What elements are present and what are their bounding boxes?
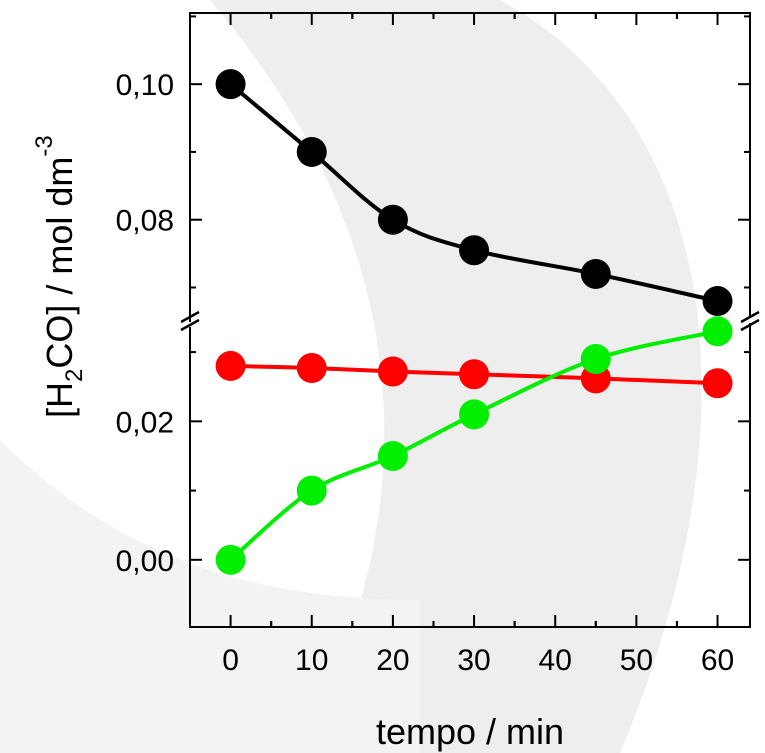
data-point [377, 204, 408, 235]
y-axis-title: [H2CO] / mol dm-3 [31, 135, 88, 418]
data-point [296, 136, 327, 167]
data-point [215, 69, 246, 100]
y-tick-label: 0,08 [116, 205, 174, 238]
data-point [296, 475, 327, 506]
data-point [296, 353, 327, 384]
y-tick-label: 0,10 [116, 69, 174, 102]
y-tick-label: 0,00 [116, 545, 174, 578]
data-point [215, 350, 246, 381]
y-axis-title-subscript: 2 [61, 369, 88, 382]
x-tick-label: 10 [295, 644, 328, 677]
axis-break-left [180, 310, 200, 332]
watermark-shape [0, 0, 702, 753]
y-tick-label: 0,02 [116, 406, 174, 439]
x-tick-label: 20 [376, 644, 409, 677]
axis-frame-upper [189, 12, 751, 322]
x-tick-label: 40 [539, 644, 572, 677]
axis-break-right [740, 310, 760, 332]
y-axis-title-part: [H [39, 382, 80, 418]
data-point [215, 544, 246, 575]
data-point [377, 356, 408, 387]
data-point [377, 440, 408, 471]
x-tick-label: 60 [701, 644, 734, 677]
data-point [580, 344, 611, 375]
axis-frame-lower [189, 323, 751, 628]
x-tick-label: 0 [222, 644, 239, 677]
data-point [702, 316, 733, 347]
x-tick-label: 50 [620, 644, 653, 677]
y-axis-title-superscript: -3 [31, 135, 58, 156]
data-point [580, 258, 611, 289]
data-point [702, 368, 733, 399]
data-point [459, 359, 490, 390]
x-axis-title: tempo / min [376, 711, 564, 752]
data-point [702, 286, 733, 317]
data-point [459, 235, 490, 266]
x-tick-label: 30 [457, 644, 490, 677]
y-axis-title-part: CO] / mol dm [39, 157, 80, 369]
data-point [459, 399, 490, 430]
